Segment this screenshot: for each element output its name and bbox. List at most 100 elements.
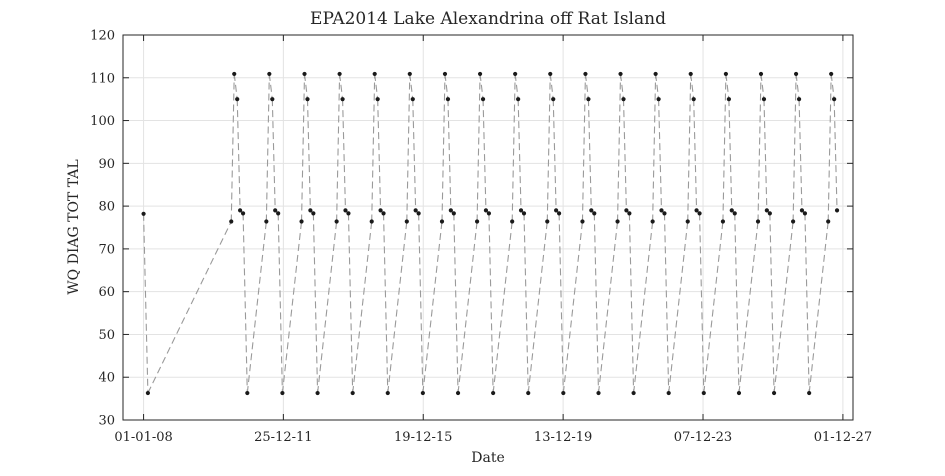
series-line-segment <box>830 73 835 100</box>
data-point <box>583 71 588 77</box>
data-point <box>232 71 237 77</box>
series-line-segment <box>792 73 797 222</box>
series-line-segment <box>342 99 347 211</box>
data-point <box>410 97 415 102</box>
data-point <box>346 211 351 216</box>
data-point <box>483 208 489 213</box>
series-line-segment <box>668 221 689 394</box>
data-point <box>761 97 767 102</box>
ticks-layer <box>123 34 853 421</box>
y-tick-label: 80 <box>98 200 115 215</box>
data-point <box>334 219 339 224</box>
data-point <box>343 208 348 213</box>
data-point <box>378 208 383 213</box>
series-line-segment <box>734 213 740 394</box>
data-point <box>694 208 699 213</box>
series-line-segment <box>699 213 705 394</box>
series-line-segment <box>476 73 481 222</box>
y-tick-label: 70 <box>98 242 115 257</box>
series-line-segment <box>409 73 414 100</box>
y-tick-label: 50 <box>98 328 115 343</box>
series-line-segment <box>587 99 592 211</box>
series-line-segment <box>492 221 513 394</box>
series-line-segment <box>738 221 759 394</box>
data-point <box>829 71 834 77</box>
data-point <box>513 71 518 77</box>
series-line-segment <box>808 221 829 394</box>
data-point <box>372 71 377 77</box>
data-point <box>732 211 737 216</box>
data-point <box>586 97 591 102</box>
data-point <box>764 208 769 213</box>
data-point <box>826 219 831 224</box>
data-point <box>720 219 726 224</box>
series-line-segment <box>581 73 586 222</box>
series-line-segment <box>622 99 627 211</box>
data-point <box>229 219 234 224</box>
data-point <box>832 97 837 102</box>
data-point <box>451 211 456 216</box>
data-point <box>650 219 655 224</box>
series-line-segment <box>441 73 446 222</box>
data-point <box>267 71 272 77</box>
data-point <box>340 97 345 102</box>
series-line-segment <box>246 221 267 394</box>
series-line-segment <box>663 213 670 394</box>
data-point <box>315 390 320 396</box>
series-line-segment <box>336 73 341 222</box>
data-point <box>631 390 636 396</box>
series-line-segment <box>418 213 424 394</box>
series-points <box>141 71 840 396</box>
series-line-segment <box>549 73 554 100</box>
data-point <box>420 390 425 396</box>
data-point <box>480 97 486 102</box>
series-line-segment <box>482 99 487 211</box>
data-point <box>264 219 269 224</box>
x-axis-label: Date <box>471 450 504 466</box>
data-point <box>545 219 550 224</box>
series-line-segment <box>523 213 529 394</box>
series-line-segment <box>833 99 838 211</box>
y-axis-label: WQ DIAG TOT TAL <box>66 159 82 294</box>
data-point <box>685 219 690 224</box>
data-point <box>691 97 696 102</box>
series-line-segment <box>312 213 319 394</box>
data-point <box>799 208 805 213</box>
data-point <box>145 390 151 396</box>
series-line-segment <box>265 73 270 222</box>
series-line-segment <box>690 73 695 100</box>
series-line-segment <box>479 73 484 100</box>
data-point <box>807 390 812 396</box>
data-point <box>834 208 840 213</box>
series-line-segment <box>514 73 519 100</box>
data-point <box>442 71 448 77</box>
series-line-segment <box>303 73 309 100</box>
series-line-segment <box>242 213 248 394</box>
series-line-segment <box>628 213 635 394</box>
y-tick-label: 60 <box>98 285 115 300</box>
x-tick-label: 13-12-19 <box>534 430 592 445</box>
series-line-segment <box>725 73 730 100</box>
series-line-segment <box>352 221 373 394</box>
data-point <box>656 97 661 102</box>
chart-title: EPA2014 Lake Alexandrina off Rat Island <box>310 9 666 29</box>
data-point <box>580 219 585 224</box>
data-point <box>589 208 594 213</box>
series-line-segment <box>546 73 551 222</box>
data-point <box>240 211 246 216</box>
tick-labels-layer: 30 40 50 60 70 80 90 100 110 120 01-01-08 25-12-11 1… <box>90 29 872 446</box>
data-point <box>548 71 553 77</box>
data-point <box>802 211 808 216</box>
data-point <box>666 390 671 396</box>
series-line-segment <box>339 73 344 100</box>
series-line-segment <box>143 213 149 394</box>
data-point <box>141 211 146 216</box>
series-line-segment <box>827 73 832 222</box>
data-point <box>448 208 453 213</box>
series-line-segment <box>798 99 803 211</box>
series-line-segment <box>453 213 459 394</box>
data-point <box>729 208 734 213</box>
series-line-segment <box>277 213 283 394</box>
data-point <box>624 208 629 213</box>
series-line-segment <box>703 221 724 394</box>
